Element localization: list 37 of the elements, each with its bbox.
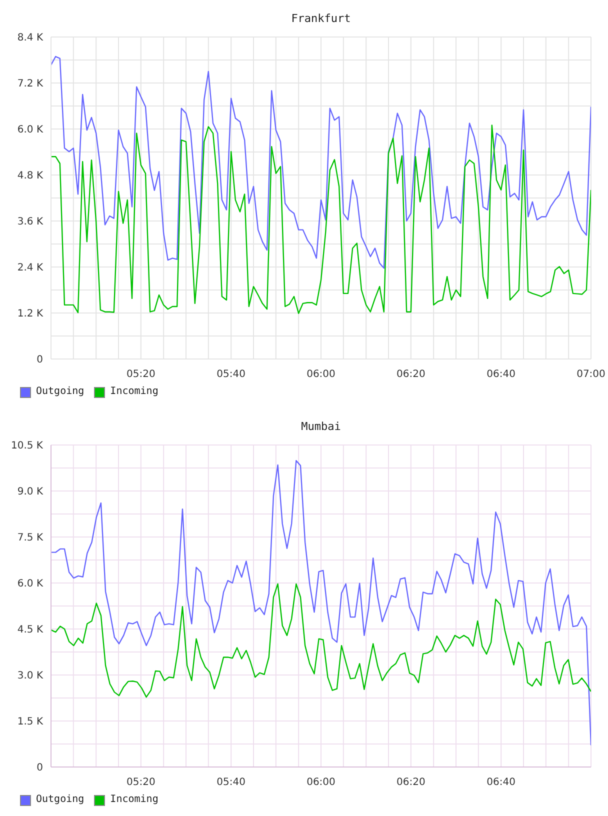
y-tick-label: 1.2 K bbox=[17, 308, 44, 320]
y-tick-label: 0 bbox=[36, 354, 43, 366]
y-tick-label: 3.0 K bbox=[17, 670, 44, 682]
y-tick-label: 4.8 K bbox=[17, 170, 44, 182]
legend-label: Incoming bbox=[110, 386, 158, 398]
y-tick-label: 0 bbox=[36, 762, 43, 774]
line-series bbox=[51, 124, 591, 314]
line-series bbox=[51, 56, 591, 269]
y-tick-label: 10.5 K bbox=[10, 440, 44, 452]
x-tick-label: 06:40 bbox=[486, 369, 516, 380]
line-series bbox=[51, 460, 591, 746]
x-tick-label: 06:00 bbox=[306, 777, 336, 788]
x-tick-label: 06:20 bbox=[396, 777, 426, 788]
x-tick-label: 06:40 bbox=[486, 777, 516, 788]
legend-label: Outgoing bbox=[36, 386, 84, 398]
y-tick-label: 1.5 K bbox=[17, 716, 44, 728]
x-tick-label: 05:40 bbox=[216, 777, 246, 788]
chart-title: Mumbai bbox=[300, 420, 342, 434]
y-tick-label: 6.0 K bbox=[17, 578, 44, 590]
x-tick-label: 05:40 bbox=[216, 369, 246, 380]
y-tick-label: 9.0 K bbox=[17, 486, 44, 498]
x-tick-label: 06:20 bbox=[396, 369, 426, 380]
y-tick-label: 6.0 K bbox=[17, 124, 44, 136]
y-tick-label: 2.4 K bbox=[17, 262, 44, 274]
x-tick-label: 07:00 bbox=[576, 369, 606, 380]
legend-label: Incoming bbox=[110, 794, 158, 806]
legend-label: Outgoing bbox=[36, 794, 84, 806]
x-tick-label: 05:20 bbox=[126, 777, 156, 788]
x-tick-label: 05:20 bbox=[126, 369, 156, 380]
chart-title: Frankfurt bbox=[290, 12, 352, 26]
line-series bbox=[51, 583, 591, 698]
y-tick-label: 4.5 K bbox=[17, 624, 44, 636]
x-tick-label: 06:00 bbox=[306, 369, 336, 380]
y-tick-label: 3.6 K bbox=[17, 216, 44, 228]
y-tick-label: 8.4 K bbox=[17, 32, 44, 44]
y-tick-label: 7.2 K bbox=[17, 78, 44, 90]
y-tick-label: 7.5 K bbox=[17, 532, 44, 544]
